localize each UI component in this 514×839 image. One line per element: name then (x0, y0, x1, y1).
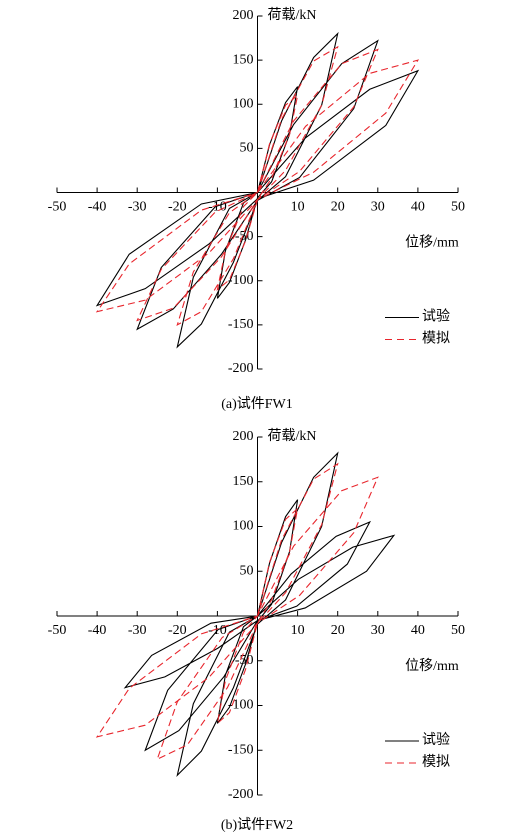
x-tick-label: -20 (168, 623, 187, 638)
x-axis-label: 位移/mm (405, 235, 459, 251)
x-tick-label: 40 (411, 623, 425, 638)
y-tick-label: 200 (233, 8, 254, 23)
x-tick-label: -50 (48, 200, 67, 215)
x-tick-label: -30 (128, 200, 147, 215)
x-tick-label: -50 (48, 623, 67, 638)
hysteresis-curve (95, 462, 379, 761)
y-axis-label: 荷载/kN (268, 7, 317, 23)
x-tick-label: 20 (331, 623, 345, 638)
y-tick-label: 150 (233, 474, 254, 489)
x-tick-label: 30 (371, 623, 385, 638)
legend-label: 试验 (422, 309, 450, 325)
x-axis-label: 位移/mm (405, 658, 459, 674)
caption: (b)试件FW2 (221, 817, 293, 833)
x-tick-label: 10 (291, 623, 305, 638)
x-tick-label: 20 (331, 200, 345, 215)
x-tick-label: 50 (451, 200, 465, 215)
x-tick-label: -40 (88, 200, 107, 215)
y-tick-label: -200 (228, 787, 254, 802)
x-tick-label: 10 (291, 200, 305, 215)
y-tick-label: -50 (235, 229, 254, 244)
y-tick-label: 50 (240, 563, 254, 578)
x-tick-label: -30 (128, 623, 147, 638)
legend-label: 模拟 (422, 331, 450, 347)
y-tick-label: -100 (228, 273, 254, 288)
x-tick-label: -40 (88, 623, 107, 638)
y-tick-label: 100 (233, 96, 254, 111)
y-tick-label: 100 (233, 519, 254, 534)
y-tick-label: 50 (240, 141, 254, 156)
x-tick-label: 30 (371, 200, 385, 215)
y-tick-label: -200 (228, 361, 254, 376)
x-tick-label: -10 (208, 200, 227, 215)
x-tick-label: 40 (411, 200, 425, 215)
y-tick-label: 150 (233, 52, 254, 67)
legend-label: 试验 (422, 732, 450, 748)
y-tick-label: -100 (228, 698, 254, 713)
legend-label: 模拟 (422, 754, 450, 770)
x-tick-label: -20 (168, 200, 187, 215)
x-tick-label: 50 (451, 623, 465, 638)
y-tick-label: -150 (228, 742, 254, 757)
hysteresis-curve (123, 451, 396, 778)
y-tick-label: -150 (228, 317, 254, 332)
y-tick-label: 200 (233, 429, 254, 444)
y-axis-label: 荷载/kN (268, 428, 317, 444)
caption: (a)试件FW1 (221, 396, 293, 412)
hysteresis-curve (95, 45, 420, 327)
